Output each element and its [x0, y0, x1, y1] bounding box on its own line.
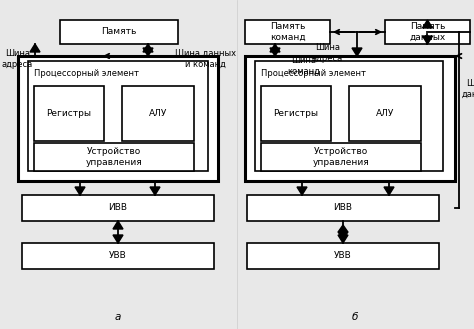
Bar	[18, 56, 218, 181]
Text: УВВ: УВВ	[109, 251, 127, 261]
Text: а: а	[115, 312, 121, 322]
Polygon shape	[150, 187, 160, 195]
Polygon shape	[422, 20, 432, 28]
Text: Память
данных: Память данных	[410, 22, 446, 42]
Bar	[34, 143, 194, 171]
Polygon shape	[338, 235, 348, 243]
Bar	[245, 56, 455, 181]
Polygon shape	[270, 44, 280, 52]
Text: АЛУ: АЛУ	[376, 109, 394, 118]
Text: ИВВ: ИВВ	[109, 204, 128, 213]
Bar	[122, 86, 194, 141]
Text: Устройство
управления: Устройство управления	[86, 147, 142, 167]
Text: Память
команд: Память команд	[270, 22, 305, 42]
Text: УВВ: УВВ	[334, 251, 352, 261]
Polygon shape	[384, 187, 394, 195]
Text: Шина данных
и команд: Шина данных и команд	[175, 49, 236, 69]
Polygon shape	[270, 48, 280, 56]
Polygon shape	[30, 44, 40, 52]
Text: Устройство
управления: Устройство управления	[313, 147, 369, 167]
Polygon shape	[143, 48, 153, 56]
Text: Шина
данных: Шина данных	[462, 79, 474, 99]
Polygon shape	[143, 44, 153, 52]
Bar	[34, 86, 104, 141]
Text: АЛУ: АЛУ	[149, 109, 167, 118]
Bar	[247, 243, 439, 269]
Bar	[349, 86, 421, 141]
Bar	[60, 20, 178, 44]
Bar	[22, 243, 214, 269]
Bar	[255, 61, 443, 171]
Polygon shape	[75, 187, 85, 195]
Text: Регистры: Регистры	[273, 109, 319, 118]
Text: Шина
команд: Шина команд	[287, 56, 320, 76]
Polygon shape	[422, 36, 432, 44]
Text: Процессорный элемент: Процессорный элемент	[261, 69, 366, 78]
Text: Регистры: Регистры	[46, 109, 91, 118]
Bar	[385, 20, 470, 44]
Bar	[247, 195, 439, 221]
Polygon shape	[352, 48, 362, 56]
Bar	[22, 195, 214, 221]
Text: Память: Память	[101, 28, 137, 37]
Text: б: б	[352, 312, 358, 322]
Text: Шина
адреса: Шина адреса	[312, 43, 343, 63]
Text: ИВВ: ИВВ	[334, 204, 353, 213]
Text: Процессорный элемент: Процессорный элемент	[34, 69, 139, 78]
Bar	[28, 61, 208, 171]
Polygon shape	[297, 187, 307, 195]
Polygon shape	[113, 235, 123, 243]
Bar	[261, 143, 421, 171]
Text: Шина
адреса: Шина адреса	[2, 49, 33, 69]
Polygon shape	[113, 221, 123, 229]
Bar	[261, 86, 331, 141]
Bar	[245, 20, 330, 44]
Polygon shape	[338, 225, 348, 239]
